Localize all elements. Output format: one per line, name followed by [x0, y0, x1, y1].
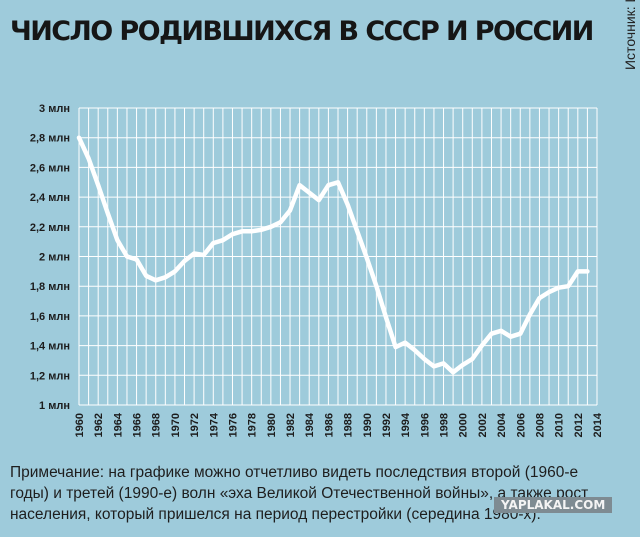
watermark-logo: YAPLAKAL.COM: [494, 497, 612, 513]
x-tick-label: 1990: [362, 413, 374, 437]
y-tick-label: 2,2 млн: [30, 222, 70, 234]
x-tick-label: 1984: [304, 412, 316, 437]
x-tick-label: 1960: [74, 413, 86, 437]
x-tick-label: 1982: [285, 413, 297, 437]
x-tick-label: 2012: [573, 413, 585, 437]
y-tick-label: 1,2 млн: [30, 370, 70, 382]
y-tick-label: 2 млн: [39, 252, 70, 264]
x-tick-label: 2004: [496, 412, 508, 437]
y-tick-label: 1 млн: [39, 400, 70, 412]
x-tick-label: 1966: [132, 413, 144, 437]
x-tick-label: 1968: [151, 413, 163, 437]
x-tick-label: 1996: [419, 413, 431, 437]
x-tick-label: 1988: [343, 413, 355, 437]
y-tick-label: 1,8 млн: [30, 281, 70, 293]
y-tick-label: 2,6 млн: [30, 162, 70, 174]
x-tick-label: 1994: [400, 412, 412, 437]
source-label: Источник: Институт демографии НИУ ВШЭ: [622, 0, 638, 70]
x-tick-label: 2010: [554, 413, 566, 437]
y-tick-label: 1,6 млн: [30, 311, 70, 323]
x-tick-label: 1986: [323, 413, 335, 437]
y-tick-label: 2,8 млн: [30, 133, 70, 145]
x-tick-label: 1978: [247, 413, 259, 437]
footnote: Примечание: на графике можно отчетливо в…: [10, 462, 610, 525]
line-chart: 1 млн 1,2 млн 1,4 млн 1,6 млн 1,8 млн 2 млн 2,…: [0, 0, 640, 440]
y-tick-label: 2,4 млн: [30, 192, 70, 204]
x-tick-label: 2014: [592, 412, 604, 437]
x-tick-label: 1992: [381, 413, 393, 437]
x-tick-label: 1998: [439, 413, 451, 437]
x-tick-label: 1972: [189, 413, 201, 437]
x-tick-label: 1980: [266, 413, 278, 437]
x-tick-label: 1976: [227, 413, 239, 437]
x-tick-label: 1970: [170, 413, 182, 437]
x-tick-label: 2006: [515, 413, 527, 437]
x-tick-label: 2002: [477, 413, 489, 437]
y-tick-label: 3 млн: [39, 103, 70, 115]
x-tick-label: 1962: [93, 413, 105, 437]
x-tick-label: 1964: [112, 412, 124, 437]
x-tick-label: 2000: [458, 413, 470, 437]
y-tick-label: 1,4 млн: [30, 341, 70, 353]
x-tick-label: 1974: [208, 412, 220, 437]
x-tick-label: 2008: [534, 413, 546, 437]
